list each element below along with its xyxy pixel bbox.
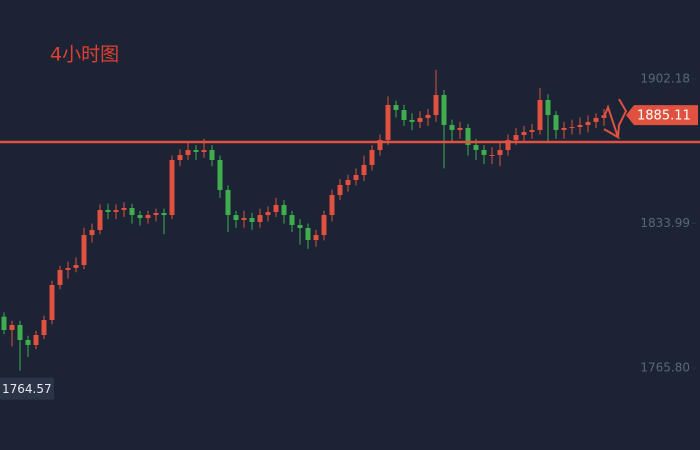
candle-body <box>529 130 535 132</box>
candle-body <box>577 125 583 127</box>
candle-body <box>257 215 263 222</box>
candle-body <box>433 94 439 116</box>
candle-body <box>89 230 95 236</box>
candle-body <box>25 340 31 346</box>
candle-body <box>497 150 503 155</box>
candle-body <box>9 324 15 330</box>
candle-body <box>521 131 527 136</box>
candle-body <box>33 334 39 346</box>
candle-body <box>425 115 431 118</box>
candle-body <box>545 99 551 116</box>
chart-title: 4小时图 <box>50 44 119 66</box>
candle-body <box>345 179 351 185</box>
candle-body <box>401 109 407 121</box>
candle-body <box>473 145 479 151</box>
candle-body <box>281 204 287 216</box>
y-tick-label: 1833.99 <box>640 216 690 230</box>
candle-body <box>81 235 87 265</box>
candle-body <box>513 135 519 141</box>
candle-body <box>561 127 567 131</box>
candle-body <box>1 316 7 330</box>
candle-body <box>57 269 63 285</box>
price-label: 1885.11 <box>637 109 691 124</box>
candle-body <box>369 150 375 165</box>
candle-body <box>337 184 343 195</box>
candle-body <box>217 159 223 190</box>
candle-body <box>457 127 463 131</box>
candle-body <box>385 104 391 141</box>
candle-body <box>305 227 311 241</box>
low-label: 1764.57 <box>2 382 52 396</box>
candle-body <box>409 120 415 122</box>
candle-body <box>353 174 359 180</box>
candle-body <box>489 154 495 156</box>
candle-body <box>241 218 247 220</box>
candle-body <box>153 213 159 216</box>
candle-body <box>41 319 47 335</box>
candle-body <box>321 215 327 236</box>
candle-body <box>537 99 543 131</box>
candle-body <box>137 215 143 219</box>
candle-body <box>65 267 71 270</box>
candle-body <box>361 164 367 175</box>
candle-body <box>209 150 215 160</box>
candle-body <box>185 150 191 155</box>
candle-body <box>417 117 423 122</box>
candle-body <box>145 215 151 219</box>
candle-body <box>553 115 559 131</box>
candle-body <box>113 209 119 212</box>
candle-body <box>465 127 471 146</box>
candle-body <box>193 150 199 152</box>
candle-body <box>121 208 127 210</box>
candle-body <box>129 208 135 216</box>
candle-body <box>273 204 279 212</box>
candle-body <box>225 189 231 216</box>
low-tag <box>0 377 54 400</box>
candle-body <box>585 121 591 126</box>
candle-body <box>569 126 575 128</box>
candle-body <box>289 215 295 225</box>
candle-body <box>329 194 335 216</box>
candle-body <box>297 225 303 228</box>
candle-body <box>169 159 175 216</box>
candle-body <box>393 104 399 110</box>
candle-body <box>17 324 23 341</box>
candle-body <box>49 284 55 320</box>
price-tag <box>626 105 698 126</box>
candle-body <box>73 264 79 268</box>
candle-body <box>505 140 511 151</box>
candle-body <box>265 211 271 216</box>
candle-body <box>449 125 455 131</box>
candle-body <box>201 150 207 152</box>
candle-body <box>97 209 103 231</box>
candle-body <box>441 94 447 126</box>
candle-body <box>161 213 167 216</box>
candle-body <box>313 235 319 241</box>
candle-body <box>481 150 487 155</box>
y-tick-label: 1902.18 <box>640 71 690 85</box>
arrow-path <box>603 98 628 140</box>
candle-body <box>377 140 383 151</box>
candle-body <box>105 209 111 212</box>
candle-body <box>249 218 255 222</box>
candle-body <box>233 215 239 220</box>
candle-body <box>177 154 183 160</box>
y-tick-label: 1765.80 <box>640 360 690 374</box>
candle-body <box>593 117 599 122</box>
